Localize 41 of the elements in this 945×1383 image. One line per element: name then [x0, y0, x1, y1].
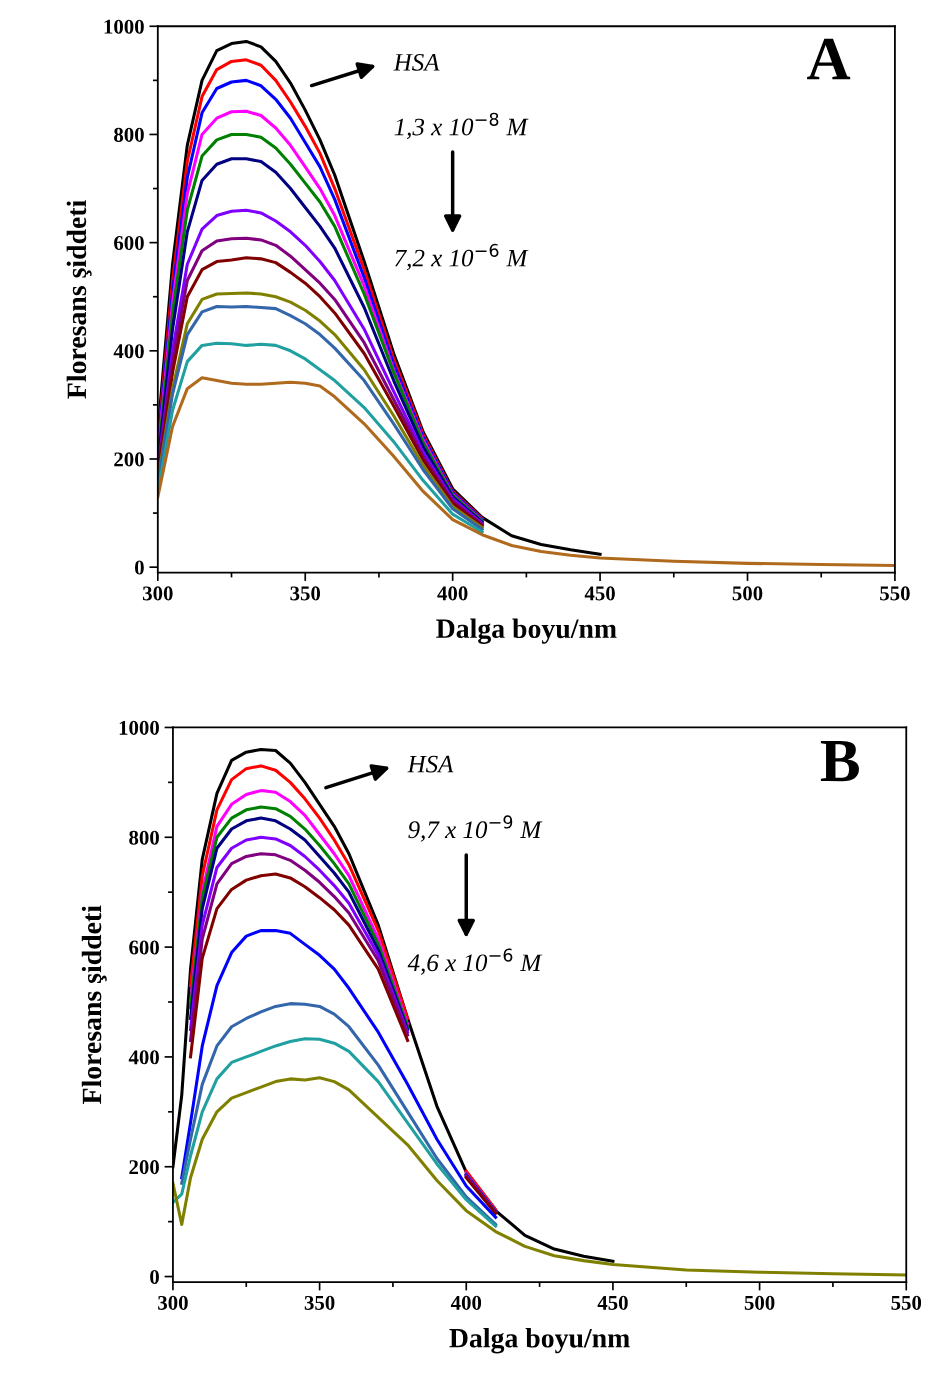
x-tick-label: 500 [732, 586, 763, 601]
y-tick-label: 0 [135, 560, 144, 575]
x-tick-label: 400 [450, 1295, 482, 1310]
line-series [157, 376, 895, 568]
y-axis-title: Floresans şiddeti [81, 905, 107, 1104]
x-tick-label: 400 [437, 586, 468, 601]
y-tick-label: 1000 [104, 19, 144, 34]
line-series [172, 1037, 498, 1228]
x-tick-label: 500 [744, 1295, 775, 1310]
y-tick-label: 0 [150, 1269, 159, 1284]
y-tick-label: 800 [114, 127, 144, 142]
x-axis-title: Dalga boyu/nm [436, 618, 617, 644]
y-tick-label: 200 [129, 1160, 159, 1175]
y-tick-label: 600 [129, 940, 159, 955]
y-tick-label: 800 [129, 830, 159, 845]
annotation: 4,6 x 10$^{−6}$ M [407, 948, 543, 975]
x-tick-label: 350 [304, 1295, 335, 1310]
annotation: A [807, 38, 851, 80]
y-tick-label: 400 [113, 344, 144, 359]
y-axis-title: Floresans şiddeti [66, 200, 92, 399]
annotation: 7,2 x 10$^{−6}$ M [395, 243, 529, 271]
y-tick-label: 400 [128, 1050, 159, 1065]
y-tick-label: 600 [114, 236, 144, 251]
x-tick-label: 350 [290, 586, 321, 601]
x-tick-label: 450 [597, 1295, 628, 1310]
line-series [180, 1002, 498, 1226]
line-series [157, 341, 484, 534]
annotation: 9,7 x 10$^{−9}$ M [408, 815, 543, 842]
annotation: 1,3 x 10$^{−8}$ M [394, 112, 529, 140]
y-tick-label: 1000 [119, 720, 159, 735]
x-axis-title: Dalga boyu/nm [449, 1328, 630, 1354]
annotation: B [820, 740, 859, 782]
annotation: HSA [393, 53, 440, 71]
x-tick-label: 450 [584, 586, 615, 601]
x-tick-label: 550 [891, 1295, 922, 1310]
line-series [172, 1076, 907, 1277]
x-tick-label: 300 [142, 586, 173, 601]
y-tick-label: 200 [114, 452, 144, 467]
x-tick-label: 300 [158, 1295, 188, 1310]
x-tick-label: 550 [880, 586, 910, 601]
annotation: HSA [407, 755, 454, 773]
